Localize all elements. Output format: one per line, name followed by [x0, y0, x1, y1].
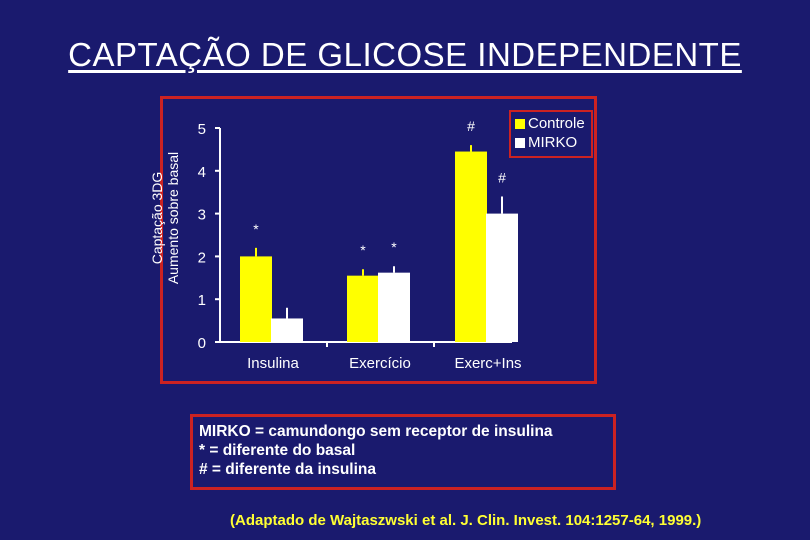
note-mirko: MIRKO = camundongo sem receptor de insul… [199, 423, 553, 440]
legend-label-mirko: MIRKO [528, 134, 578, 151]
source-citation: (Adaptado de Wajtaszwski et al. J. Clin.… [230, 512, 702, 529]
bar-mirko-1 [378, 272, 410, 342]
y-axis-label-line1: Captação 3DG [149, 172, 165, 265]
bar-mirko-0 [271, 318, 303, 342]
notes-box: MIRKO = camundongo sem receptor de insul… [190, 414, 616, 490]
bar-controle-2 [455, 151, 487, 342]
slide-title: CAPTAÇÃO DE GLICOSE INDEPENDENTE [68, 36, 742, 73]
y-tick-label-1: 1 [198, 292, 206, 309]
legend-swatch-mirko [515, 137, 525, 148]
x-tick-label-1: Exercício [349, 355, 411, 372]
x-tick-label-2: Exerc+Ins [454, 355, 521, 372]
bar-controle-0 [240, 256, 272, 342]
annotation-0: * [253, 221, 259, 237]
annotation-3: # [467, 118, 475, 134]
bar-mirko-2 [486, 213, 518, 342]
y-tick-label-0: 0 [198, 335, 206, 352]
y-tick-label-3: 3 [198, 207, 206, 224]
y-tick-label-2: 2 [198, 249, 206, 266]
note-asterisk: * = diferente do basal [199, 442, 356, 459]
legend-label-controle: Controle [528, 115, 585, 132]
legend-item-mirko: MIRKO [515, 134, 577, 151]
x-tick-label-0: Insulina [247, 355, 299, 372]
y-tick-label-5: 5 [198, 121, 206, 138]
y-tick-label-4: 4 [198, 164, 206, 181]
annotation-4: # [498, 169, 506, 185]
annotation-1: * [360, 242, 366, 258]
annotation-2: * [391, 239, 397, 255]
chart-frame [160, 96, 597, 384]
note-hash: # = diferente da insulina [199, 461, 377, 478]
legend: Controle MIRKO [509, 110, 593, 158]
bar-controle-1 [347, 275, 379, 342]
legend-item-controle: Controle [515, 115, 585, 132]
y-axis-label-line2: Aumento sobre basal [165, 152, 181, 284]
legend-swatch-controle [515, 118, 525, 129]
